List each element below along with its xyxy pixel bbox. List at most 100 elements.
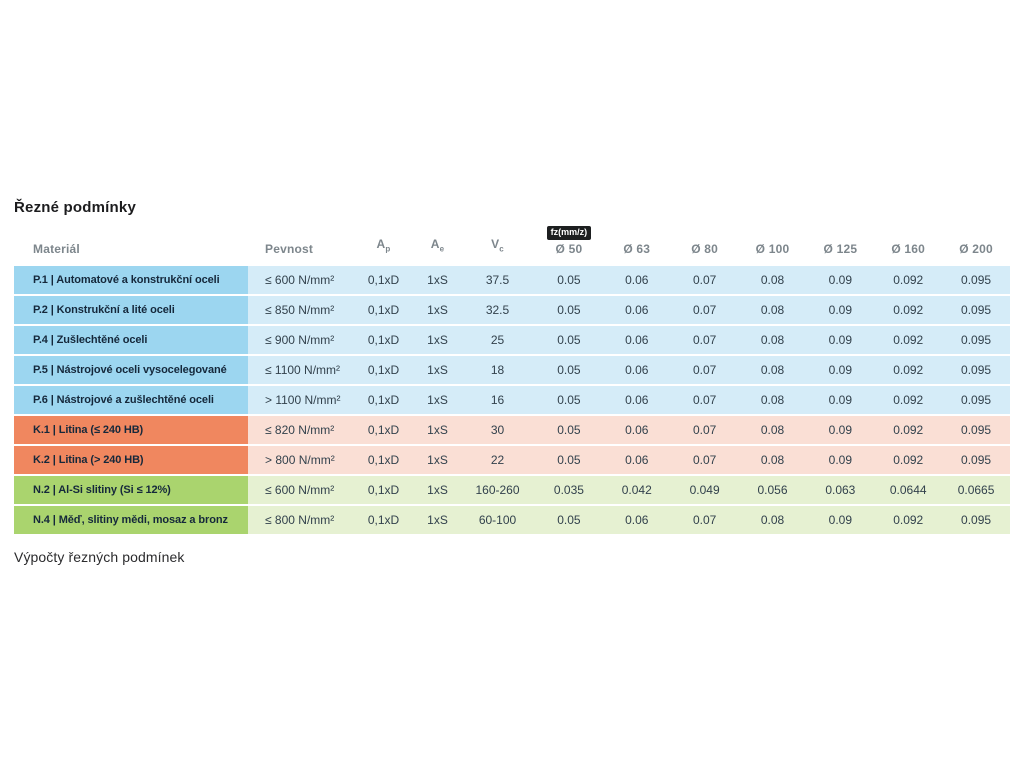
ae-cell: 1xS <box>415 446 460 474</box>
fz-cell-d1: 0.06 <box>602 266 671 294</box>
fz-cell-d3: 0.08 <box>738 386 807 414</box>
fz-cell-d5: 0.0644 <box>874 476 943 504</box>
footer-link-calculations: Výpočty řezných podmínek <box>14 549 185 565</box>
pevnost-cell: ≤ 600 N/mm² <box>248 266 352 294</box>
fz-cell-d3: 0.056 <box>738 476 807 504</box>
table-row: K.1 | Litina (≤ 240 HB) ≤ 820 N/mm² 0,1xD 1… <box>14 416 1010 444</box>
fz-cell-d1: 0.06 <box>602 296 671 324</box>
fz-cell-d4: 0.09 <box>806 296 875 324</box>
col-header-ae: Ae <box>430 236 445 253</box>
table-row: N.4 | Měď, slitiny mědi, mosaz a bronz ≤ … <box>14 506 1010 534</box>
fz-cell-d0: 0.035 <box>535 476 603 504</box>
fz-cell-d1: 0.06 <box>602 356 671 384</box>
col-header-vc: Vc <box>491 236 504 253</box>
col-header-d50: fz(mm/z) Ø 50 <box>535 226 603 258</box>
table-row: P.2 | Konstrukční a lité oceli ≤ 850 N/mm… <box>14 296 1010 324</box>
fz-cell-d0: 0.05 <box>535 296 603 324</box>
fz-cell-d4: 0.09 <box>806 416 875 444</box>
pevnost-cell: > 1100 N/mm² <box>248 386 352 414</box>
d50-label: Ø 50 <box>555 242 583 256</box>
ap-cell: 0,1xD <box>352 356 415 384</box>
vc-cell: 160-260 <box>460 476 535 504</box>
fz-cell-d3: 0.08 <box>738 416 807 444</box>
fz-cell-d1: 0.042 <box>602 476 671 504</box>
material-cell: P.5 | Nástrojové oceli vysocelegované <box>14 356 248 384</box>
ap-cell: 0,1xD <box>352 476 415 504</box>
ae-cell: 1xS <box>415 326 460 354</box>
fz-cell-d4: 0.09 <box>806 386 875 414</box>
vc-cell: 30 <box>460 416 535 444</box>
cutting-conditions-table: Materiál Pevnost Ap Ae Vc fz(mm/z) Ø 50 … <box>14 226 1010 536</box>
material-cell: N.2 | Al-Si slitiny (Si ≤ 12%) <box>14 476 248 504</box>
ae-cell: 1xS <box>415 506 460 534</box>
fz-cell-d5: 0.092 <box>874 296 943 324</box>
fz-cell-d5: 0.092 <box>874 326 943 354</box>
fz-cell-d0: 0.05 <box>535 386 603 414</box>
fz-cell-d2: 0.07 <box>670 326 739 354</box>
ae-cell: 1xS <box>415 356 460 384</box>
vc-cell: 25 <box>460 326 535 354</box>
fz-cell-d6: 0.095 <box>942 326 1010 354</box>
ap-cell: 0,1xD <box>352 446 415 474</box>
fz-cell-d2: 0.07 <box>670 386 739 414</box>
fz-cell-d3: 0.08 <box>738 356 807 384</box>
fz-unit-badge: fz(mm/z) <box>546 226 592 240</box>
pevnost-cell: ≤ 800 N/mm² <box>248 506 352 534</box>
fz-cell-d0: 0.05 <box>535 416 603 444</box>
table-row: K.2 | Litina (> 240 HB) > 800 N/mm² 0,1xD 1… <box>14 446 1010 474</box>
vc-cell: 32.5 <box>460 296 535 324</box>
col-header-d160: Ø 160 <box>891 242 926 256</box>
col-header-d100: Ø 100 <box>755 242 790 256</box>
fz-cell-d6: 0.095 <box>942 446 1010 474</box>
fz-cell-d4: 0.09 <box>806 266 875 294</box>
page-title: Řezné podmínky <box>14 199 136 216</box>
table-row: P.6 | Nástrojové a zušlechtěné oceli > 11… <box>14 386 1010 414</box>
fz-cell-d2: 0.07 <box>670 506 739 534</box>
vc-cell: 16 <box>460 386 535 414</box>
fz-cell-d4: 0.09 <box>806 326 875 354</box>
fz-cell-d5: 0.092 <box>874 356 943 384</box>
ae-cell: 1xS <box>415 386 460 414</box>
pevnost-cell: ≤ 600 N/mm² <box>248 476 352 504</box>
table-body: P.1 | Automatové a konstrukční oceli ≤ 60… <box>14 266 1010 534</box>
fz-cell-d2: 0.07 <box>670 296 739 324</box>
fz-cell-d6: 0.095 <box>942 356 1010 384</box>
fz-cell-d3: 0.08 <box>738 506 807 534</box>
ap-cell: 0,1xD <box>352 416 415 444</box>
material-cell: P.4 | Zušlechtěné oceli <box>14 326 248 354</box>
ap-cell: 0,1xD <box>352 266 415 294</box>
pevnost-cell: ≤ 1100 N/mm² <box>248 356 352 384</box>
fz-cell-d0: 0.05 <box>535 266 603 294</box>
fz-cell-d5: 0.092 <box>874 416 943 444</box>
ae-cell: 1xS <box>415 476 460 504</box>
fz-cell-d6: 0.0665 <box>942 476 1010 504</box>
vc-cell: 37.5 <box>460 266 535 294</box>
col-header-d80: Ø 80 <box>691 242 719 256</box>
fz-cell-d5: 0.092 <box>874 446 943 474</box>
ae-cell: 1xS <box>415 266 460 294</box>
fz-cell-d1: 0.06 <box>602 386 671 414</box>
material-cell: P.6 | Nástrojové a zušlechtěné oceli <box>14 386 248 414</box>
fz-cell-d1: 0.06 <box>602 446 671 474</box>
ap-cell: 0,1xD <box>352 386 415 414</box>
fz-cell-d0: 0.05 <box>535 356 603 384</box>
fz-cell-d2: 0.049 <box>670 476 739 504</box>
pevnost-cell: ≤ 850 N/mm² <box>248 296 352 324</box>
fz-cell-d4: 0.09 <box>806 446 875 474</box>
fz-cell-d6: 0.095 <box>942 506 1010 534</box>
material-cell: K.1 | Litina (≤ 240 HB) <box>14 416 248 444</box>
vc-cell: 18 <box>460 356 535 384</box>
col-header-material: Materiál <box>33 242 80 256</box>
fz-cell-d4: 0.09 <box>806 356 875 384</box>
fz-cell-d0: 0.05 <box>535 506 603 534</box>
fz-cell-d1: 0.06 <box>602 416 671 444</box>
fz-cell-d2: 0.07 <box>670 446 739 474</box>
fz-cell-d1: 0.06 <box>602 506 671 534</box>
ap-cell: 0,1xD <box>352 506 415 534</box>
fz-cell-d3: 0.08 <box>738 326 807 354</box>
material-cell: P.1 | Automatové a konstrukční oceli <box>14 266 248 294</box>
fz-cell-d4: 0.063 <box>806 476 875 504</box>
fz-cell-d4: 0.09 <box>806 506 875 534</box>
vc-cell: 22 <box>460 446 535 474</box>
col-header-d125: Ø 125 <box>823 242 858 256</box>
